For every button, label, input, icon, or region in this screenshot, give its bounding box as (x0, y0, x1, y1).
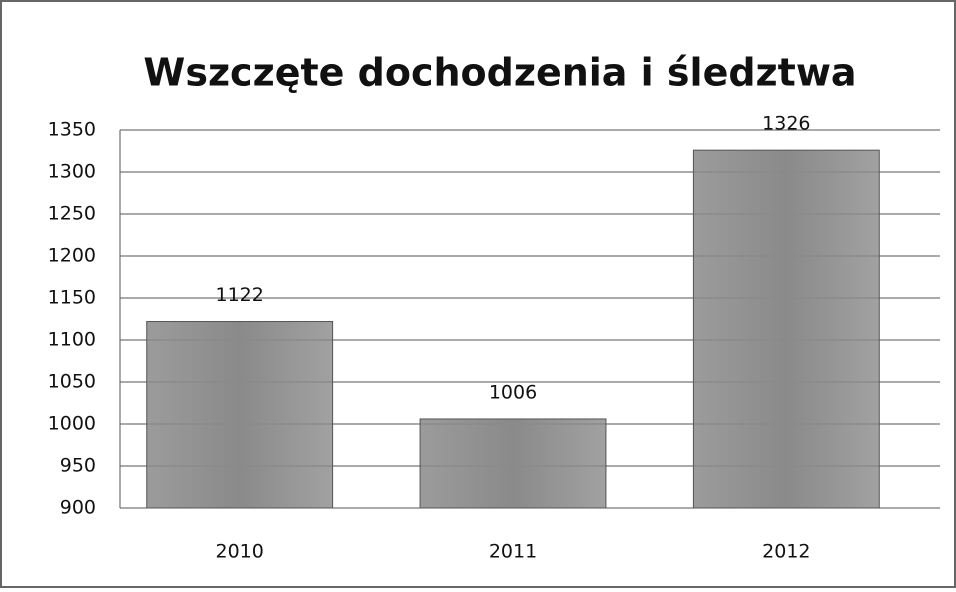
y-tick-label: 900 (60, 497, 96, 519)
bar (146, 321, 334, 509)
data-label: 1122 (215, 284, 263, 306)
y-tick-label: 1250 (48, 203, 96, 225)
y-tick-label: 1050 (48, 371, 96, 393)
x-tick-label: 2010 (215, 541, 263, 563)
chart-title: Wszczęte dochodzenia i śledztwa (143, 51, 856, 95)
data-label: 1326 (762, 113, 810, 135)
data-label: 1006 (489, 381, 537, 403)
bar (692, 149, 880, 509)
y-tick-label: 1150 (48, 287, 96, 309)
y-tick-label: 1200 (48, 245, 96, 267)
y-tick-label: 1100 (48, 329, 96, 351)
y-tick-label: 950 (60, 455, 96, 477)
y-tick-label: 1000 (48, 413, 96, 435)
y-tick-label: 1300 (48, 161, 96, 183)
y-tick-label: 1350 (48, 119, 96, 141)
bar (419, 418, 607, 509)
x-tick-label: 2012 (762, 541, 810, 563)
x-tick-label: 2011 (489, 541, 537, 563)
